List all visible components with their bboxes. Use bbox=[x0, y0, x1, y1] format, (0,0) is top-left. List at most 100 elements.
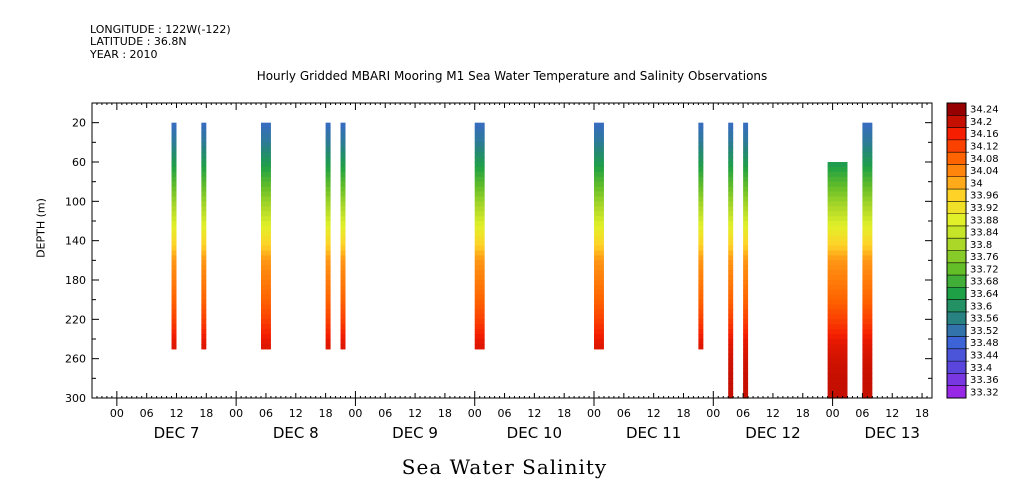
salinity-cell bbox=[474, 191, 485, 198]
colorbar-swatch bbox=[947, 275, 966, 288]
salinity-cell bbox=[698, 201, 704, 207]
salinity-cell bbox=[698, 329, 704, 335]
salinity-cell bbox=[743, 265, 749, 271]
salinity-cell bbox=[474, 181, 485, 188]
colorbar-label: 33.96 bbox=[970, 191, 999, 202]
salinity-cell bbox=[340, 309, 346, 316]
salinity-cell bbox=[862, 388, 873, 394]
salinity-cell bbox=[325, 324, 331, 330]
salinity-cell bbox=[728, 171, 734, 178]
salinity-cell bbox=[474, 245, 485, 252]
x-day-label: DEC 9 bbox=[392, 424, 438, 442]
salinity-cell bbox=[260, 171, 271, 178]
salinity-cell bbox=[827, 191, 848, 198]
salinity-cell bbox=[728, 294, 734, 301]
salinity-cell bbox=[827, 368, 848, 375]
salinity-cell bbox=[260, 294, 271, 301]
salinity-cell bbox=[325, 196, 331, 202]
salinity-cell bbox=[728, 132, 734, 139]
salinity-cell bbox=[862, 383, 873, 389]
salinity-cell bbox=[594, 309, 604, 316]
salinity-cell bbox=[743, 334, 749, 340]
salinity-cell bbox=[698, 157, 704, 163]
salinity-cell bbox=[474, 309, 485, 316]
salinity-cell bbox=[340, 201, 346, 207]
salinity-cell bbox=[260, 127, 271, 134]
salinity-cell bbox=[862, 343, 873, 350]
salinity-cell bbox=[340, 221, 346, 227]
salinity-cell bbox=[743, 216, 749, 222]
salinity-cell bbox=[325, 319, 331, 325]
salinity-cell bbox=[171, 191, 177, 198]
salinity-cell bbox=[594, 339, 604, 345]
salinity-cell bbox=[201, 270, 207, 276]
salinity-cell bbox=[260, 240, 271, 247]
salinity-cell bbox=[743, 353, 749, 360]
salinity-cell bbox=[743, 275, 749, 281]
salinity-cell bbox=[728, 265, 734, 271]
salinity-cell bbox=[728, 147, 734, 153]
salinity-cell bbox=[474, 329, 485, 335]
data-column bbox=[728, 122, 734, 399]
colorbar-label: 33.72 bbox=[970, 264, 999, 275]
colorbar-label: 34.24 bbox=[970, 105, 999, 116]
salinity-cell bbox=[171, 280, 177, 286]
salinity-cell bbox=[260, 250, 271, 257]
salinity-cell bbox=[325, 270, 331, 276]
salinity-cell bbox=[325, 201, 331, 207]
salinity-cell bbox=[340, 122, 346, 129]
salinity-cell bbox=[594, 191, 604, 198]
salinity-cell bbox=[827, 225, 848, 232]
salinity-cell bbox=[743, 152, 749, 158]
salinity-cell bbox=[340, 329, 346, 335]
salinity-cell bbox=[474, 260, 485, 266]
salinity-cell bbox=[827, 166, 848, 173]
data-column bbox=[862, 122, 873, 399]
salinity-cell bbox=[827, 206, 848, 212]
salinity-cell bbox=[474, 122, 485, 129]
salinity-cell bbox=[325, 181, 331, 188]
salinity-cell bbox=[594, 245, 604, 252]
data-column bbox=[827, 162, 848, 399]
salinity-cell bbox=[260, 206, 271, 212]
salinity-cell bbox=[201, 260, 207, 266]
salinity-cell bbox=[698, 299, 704, 306]
colorbar-swatch bbox=[947, 299, 966, 313]
y-tick-label: 20 bbox=[72, 117, 86, 130]
salinity-cell bbox=[201, 235, 207, 242]
salinity-cell bbox=[743, 166, 749, 173]
salinity-cell bbox=[171, 166, 177, 173]
salinity-cell bbox=[827, 299, 848, 306]
salinity-cell bbox=[474, 324, 485, 330]
salinity-cell bbox=[325, 289, 331, 296]
salinity-cell bbox=[260, 343, 271, 350]
salinity-cell bbox=[201, 284, 207, 291]
salinity-cell bbox=[260, 230, 271, 237]
salinity-cell bbox=[340, 225, 346, 232]
salinity-cell bbox=[201, 334, 207, 340]
salinity-cell bbox=[474, 250, 485, 257]
salinity-cell bbox=[594, 324, 604, 330]
salinity-cell bbox=[743, 157, 749, 163]
x-hour-label: 06 bbox=[378, 407, 392, 420]
salinity-cell bbox=[827, 265, 848, 271]
salinity-cell bbox=[474, 270, 485, 276]
salinity-cell bbox=[325, 176, 331, 183]
salinity-cell bbox=[340, 250, 346, 257]
salinity-cell bbox=[743, 127, 749, 134]
salinity-cell bbox=[862, 152, 873, 158]
salinity-cell bbox=[728, 157, 734, 163]
salinity-cell bbox=[862, 137, 873, 143]
colorbar-label: 33.8 bbox=[970, 240, 992, 251]
salinity-cell bbox=[728, 388, 734, 394]
salinity-cell bbox=[594, 221, 604, 227]
salinity-cell bbox=[862, 284, 873, 291]
colorbar-label: 34.16 bbox=[970, 129, 999, 140]
colorbar-swatch bbox=[947, 373, 966, 387]
salinity-cell bbox=[260, 147, 271, 153]
salinity-cell bbox=[201, 171, 207, 178]
salinity-cell bbox=[862, 250, 873, 257]
salinity-cell bbox=[340, 314, 346, 320]
x-day-label: DEC 8 bbox=[273, 424, 319, 442]
